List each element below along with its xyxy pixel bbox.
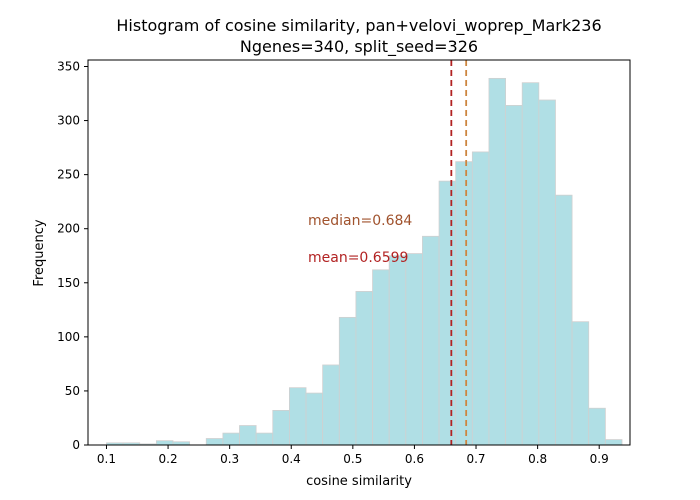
x-tick-label: 0.3 bbox=[220, 452, 239, 466]
histogram-bar bbox=[505, 105, 523, 446]
histogram-bar bbox=[388, 255, 407, 446]
histogram-bar bbox=[322, 364, 340, 446]
chart-title: Histogram of cosine similarity, pan+velo… bbox=[116, 16, 601, 36]
x-axis-ticks: 0.1 0.2 0.3 0.4 0.5 0.6 0.7 0.8 0.9 bbox=[97, 445, 609, 466]
histogram-bar bbox=[289, 387, 307, 446]
x-tick-label: 0.1 bbox=[97, 452, 116, 466]
x-axis-label: cosine similarity bbox=[306, 474, 412, 489]
histogram-bar bbox=[604, 439, 623, 446]
histogram-bar bbox=[438, 180, 457, 446]
reference-lines bbox=[450, 60, 468, 445]
histogram-bar bbox=[471, 151, 490, 446]
histogram-bar bbox=[272, 409, 290, 446]
x-tick-label: 0.8 bbox=[528, 452, 547, 466]
histogram-bar bbox=[521, 82, 540, 446]
histogram-bar bbox=[155, 440, 174, 446]
histogram-bar bbox=[205, 438, 224, 446]
y-tick-label: 150 bbox=[57, 276, 80, 290]
median-annotation: median=0.684 bbox=[308, 213, 412, 229]
plot-frame bbox=[87, 59, 631, 446]
histogram-bar bbox=[488, 77, 506, 446]
histogram-bar bbox=[222, 432, 240, 446]
histogram-bar bbox=[455, 161, 473, 446]
y-axis-label: Frequency bbox=[32, 219, 47, 286]
y-tick-label: 250 bbox=[57, 168, 80, 182]
histogram-bar bbox=[405, 253, 423, 446]
y-tick-label: 50 bbox=[65, 384, 80, 398]
histogram-bar bbox=[422, 235, 440, 446]
histogram-bar bbox=[305, 392, 324, 446]
y-tick-label: 300 bbox=[57, 114, 80, 128]
histogram-bar bbox=[588, 407, 606, 446]
y-axis-ticks: 0 50 100 150 200 250 300 350 bbox=[57, 59, 88, 452]
y-tick-label: 100 bbox=[57, 330, 80, 344]
chart-subtitle: Ngenes=340, split_seed=326 bbox=[240, 37, 478, 57]
histogram-bar bbox=[355, 291, 373, 446]
x-tick-label: 0.2 bbox=[159, 452, 178, 466]
x-tick-label: 0.4 bbox=[282, 452, 301, 466]
histogram-bars bbox=[106, 77, 623, 446]
histogram-bar bbox=[239, 425, 257, 446]
histogram-bar bbox=[538, 99, 556, 446]
x-tick-label: 0.9 bbox=[590, 452, 609, 466]
x-tick-label: 0.6 bbox=[405, 452, 424, 466]
histogram-bar bbox=[372, 269, 390, 446]
y-tick-label: 350 bbox=[57, 59, 80, 73]
y-tick-label: 200 bbox=[57, 222, 80, 236]
histogram-bar bbox=[555, 194, 573, 446]
mean-annotation: mean=0.6599 bbox=[308, 250, 408, 266]
x-tick-label: 0.7 bbox=[466, 452, 485, 466]
histogram-bar bbox=[255, 432, 274, 446]
histogram-bar bbox=[338, 316, 357, 446]
x-tick-label: 0.5 bbox=[343, 452, 362, 466]
histogram-bar bbox=[571, 321, 590, 446]
y-tick-label: 0 bbox=[72, 438, 80, 452]
